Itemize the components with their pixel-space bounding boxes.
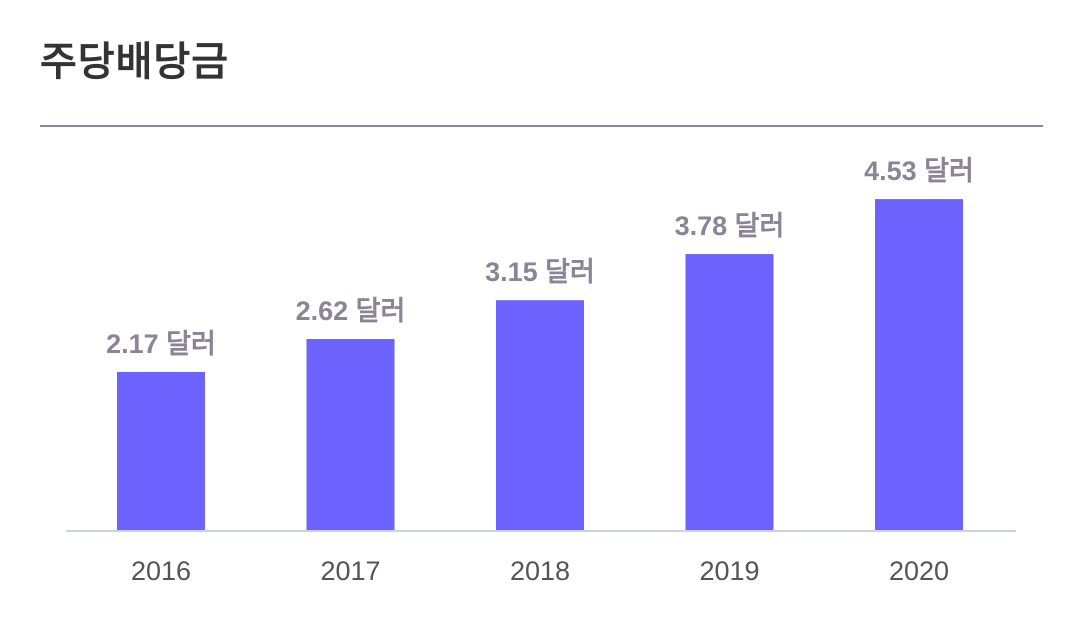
bar-2016 <box>117 372 205 531</box>
value-label-2016: 2.17 달러 <box>106 329 216 359</box>
x-tick-label-2017: 2017 <box>320 556 380 586</box>
value-labels-layer: 2.17 달러 2.62 달러 3.15 달러 3.78 달러 4.53 달러 <box>106 156 974 359</box>
bar-2019 <box>685 254 774 532</box>
value-label-2017: 2.62 달러 <box>296 296 406 326</box>
bar-2018 <box>496 300 584 531</box>
bar-2017 <box>306 339 395 531</box>
x-tick-label-2019: 2019 <box>699 556 759 586</box>
x-tick-label-2016: 2016 <box>131 556 191 586</box>
x-tick-label-2018: 2018 <box>510 556 570 586</box>
page-title: 주당배당금 <box>40 40 229 84</box>
value-label-2020: 4.53 달러 <box>864 156 974 186</box>
value-label-2018: 3.15 달러 <box>485 257 595 287</box>
bar-2020 <box>875 199 963 531</box>
bars-layer <box>117 199 963 532</box>
title-divider <box>40 125 1043 127</box>
tick-labels-layer: 2016 2017 2018 2019 2020 <box>131 556 949 586</box>
value-label-2019: 3.78 달러 <box>675 211 785 241</box>
x-tick-label-2020: 2020 <box>889 556 949 586</box>
